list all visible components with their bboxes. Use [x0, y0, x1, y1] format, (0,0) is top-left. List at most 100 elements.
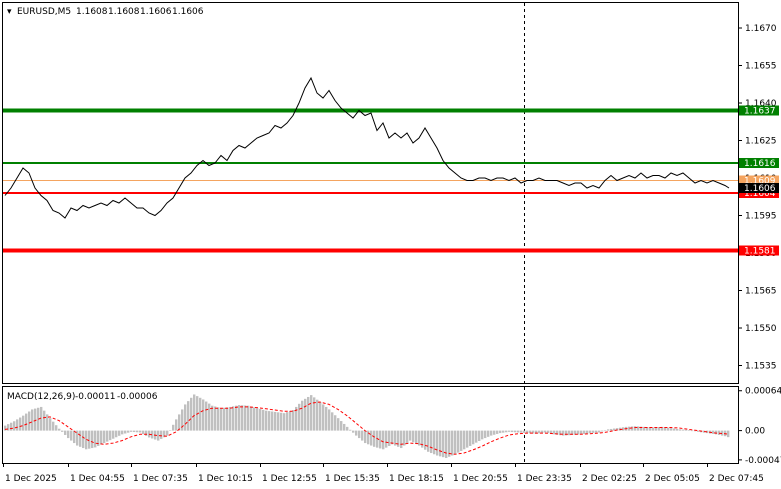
ohlc-open: 1.1608 — [76, 7, 108, 17]
macd-bar — [301, 400, 304, 431]
time-tick-label: 1 Dec 20:55 — [453, 474, 508, 484]
macd-bar — [685, 429, 688, 431]
macd-bar — [292, 410, 295, 431]
macd-bar — [667, 427, 670, 431]
macd-bar — [664, 427, 667, 431]
macd-bar — [142, 430, 145, 435]
chart-symbol-menu-icon[interactable]: ▾ — [7, 7, 12, 17]
macd-bar — [658, 427, 661, 431]
macd-bar — [718, 430, 721, 435]
price-level-tag — [739, 105, 779, 116]
macd-bar — [430, 430, 433, 454]
price-level-tags: 1.1637 1.1616 1.1609 1.1604 1.1581 — [739, 105, 779, 257]
macd-bar — [187, 401, 190, 431]
macd-bar — [283, 413, 286, 431]
macd-bar — [46, 414, 49, 431]
macd-bar — [466, 430, 469, 448]
macd-bar — [601, 430, 604, 432]
macd-bar — [559, 430, 562, 436]
macd-bar — [82, 430, 85, 449]
macd-bar — [298, 403, 301, 431]
macd-bar — [229, 406, 232, 431]
macd-bar — [211, 405, 214, 431]
macd-bar — [52, 421, 55, 431]
time-tick-label: 2 Dec 07:45 — [709, 474, 764, 484]
macd-bar — [61, 430, 64, 432]
macd-bar — [70, 430, 73, 441]
macd-bar — [436, 430, 439, 456]
price-tick-label: 1.1550 — [745, 324, 777, 334]
macd-histogram — [4, 394, 730, 459]
macd-bar — [670, 428, 673, 431]
macd-bar — [337, 418, 340, 431]
macd-bar — [289, 411, 292, 431]
macd-bar — [640, 426, 643, 431]
macd-bar — [133, 430, 136, 433]
macd-bar — [445, 430, 448, 459]
macd-bar — [253, 407, 256, 431]
macd-bar — [247, 405, 250, 431]
macd-bar — [4, 425, 7, 431]
macd-bar — [22, 415, 25, 431]
macd-bar — [28, 411, 31, 431]
macd-bar — [397, 430, 400, 447]
macd-bar — [433, 430, 436, 455]
macd-bar — [10, 422, 13, 431]
macd-bar — [394, 430, 397, 446]
macd-bar — [268, 411, 271, 431]
macd-bar — [631, 426, 634, 431]
macd-bar — [484, 430, 487, 439]
macd-bar — [586, 430, 589, 434]
macd-bar — [43, 410, 46, 431]
macd-bar — [646, 427, 649, 431]
macd-bar — [367, 430, 370, 445]
macd-pane[interactable] — [2, 386, 739, 464]
macd-bar — [313, 397, 316, 431]
macd-bar — [382, 430, 385, 450]
macd-bar — [88, 430, 91, 449]
macd-bar — [355, 430, 358, 436]
macd-signal-value: -0.00006 — [117, 392, 158, 402]
price-tick-label: 1.1640 — [745, 99, 777, 109]
macd-bar — [694, 430, 697, 432]
macd-tick-label: 0.00 — [745, 427, 765, 437]
price-level-tag — [739, 245, 779, 256]
ohlc-high: 1.1608 — [108, 7, 140, 17]
macd-bar — [55, 425, 58, 431]
macd-bar — [682, 429, 685, 431]
macd-bar — [208, 403, 211, 431]
macd-bar — [661, 426, 664, 431]
price-level-label: 1.1604 — [744, 189, 776, 199]
macd-bar — [157, 430, 160, 441]
macd-bar — [535, 430, 538, 434]
macd-bar — [346, 426, 349, 431]
macd-bar — [499, 430, 502, 434]
macd-bar — [529, 430, 532, 434]
macd-bar — [13, 421, 16, 431]
macd-signal-line — [4, 401, 730, 455]
macd-bar — [352, 430, 355, 433]
macd-bar — [688, 429, 691, 431]
macd-bar — [565, 430, 568, 436]
macd-bar — [190, 397, 193, 431]
macd-bar — [49, 418, 52, 431]
macd-bar — [721, 430, 724, 436]
macd-bar — [325, 406, 328, 431]
macd-bar — [67, 430, 70, 439]
macd-bar — [97, 430, 100, 446]
macd-bar — [79, 430, 82, 447]
time-tick-label: 2 Dec 05:05 — [645, 474, 700, 484]
price-level-label: 1.1581 — [744, 247, 776, 257]
macd-bar — [295, 406, 298, 431]
current-price-label: 1.1606 — [744, 184, 776, 194]
macd-bar — [256, 408, 259, 431]
macd-bar — [220, 408, 223, 431]
macd-bar — [151, 430, 154, 439]
macd-bar — [25, 413, 28, 431]
macd-bar — [715, 430, 718, 435]
macd-bar — [304, 398, 307, 431]
macd-bar — [370, 430, 373, 446]
macd-bar — [94, 430, 97, 448]
macd-bar — [517, 430, 520, 433]
macd-bar — [526, 430, 529, 434]
